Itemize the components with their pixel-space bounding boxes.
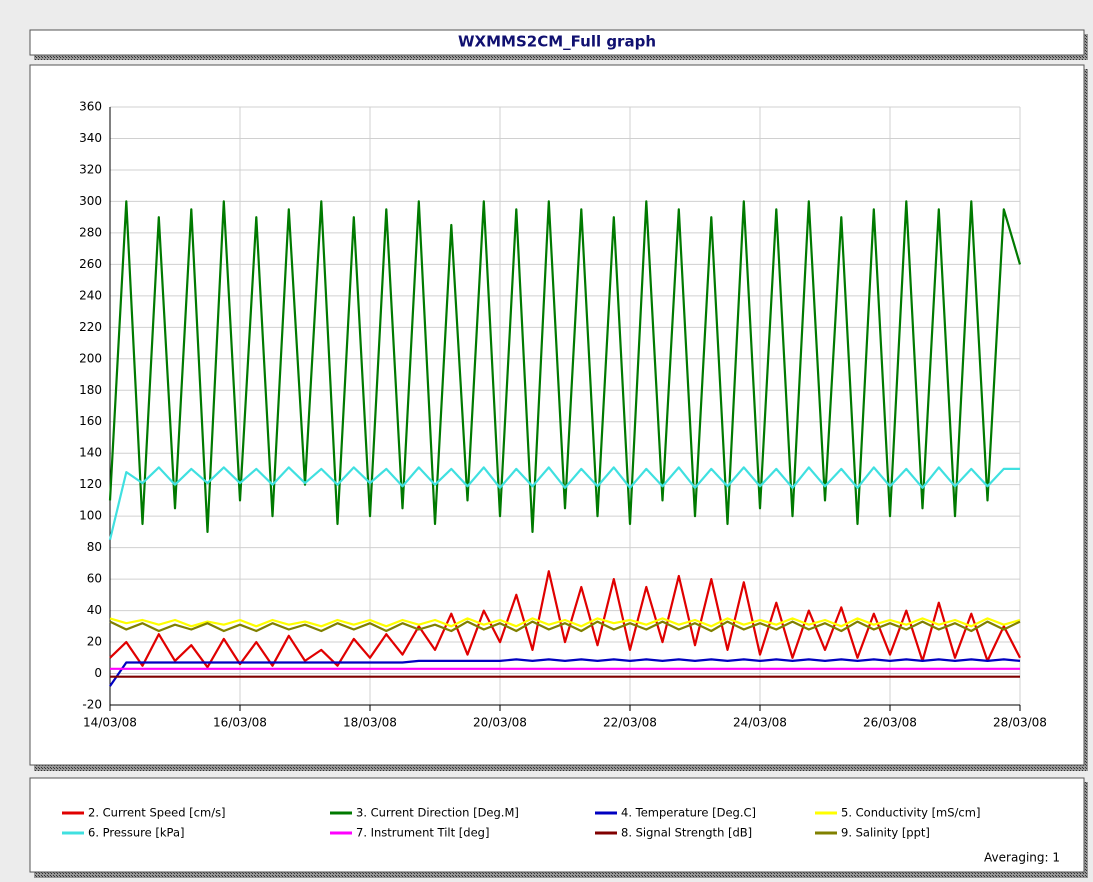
y-tick-label: 260 [79,257,102,271]
y-tick-label: 100 [79,509,102,523]
y-tick-label: -20 [82,698,102,712]
title-bar [29,29,1085,56]
y-tick-label: 220 [79,320,102,334]
legend-label: 7. Instrument Tilt [deg] [356,826,489,840]
y-tick-label: 320 [79,162,102,176]
series-line [109,617,1021,628]
y-tick-label: 160 [79,414,102,428]
series-line [108,200,1022,533]
y-tick-label: 300 [79,194,102,208]
y-tick-label: 140 [79,446,102,460]
y-tick-label: 340 [79,131,102,145]
y-tick-label: 200 [79,351,102,365]
y-tick-label: 360 [79,100,102,114]
y-tick-label: 20 [87,635,102,649]
legend-label: 3. Current Direction [Deg.M] [356,806,519,820]
series-line [109,570,1021,669]
x-tick-label: 14/03/08 [83,716,137,730]
x-tick-label: 22/03/08 [603,716,657,730]
y-tick-label: 120 [79,477,102,491]
x-tick-label: 28/03/08 [993,716,1047,730]
y-tick-label: 240 [79,288,102,302]
x-tick-label: 16/03/08 [213,716,267,730]
y-tick-label: 280 [79,225,102,239]
legend-label: 6. Pressure [kPa] [88,826,185,840]
legend-label: 4. Temperature [Deg.C] [621,806,756,820]
series-line [109,658,1021,687]
legend-label: 5. Conductivity [mS/cm] [841,806,980,820]
series-line [109,620,1021,633]
chart-title: WXMMS2CM_Full graph [458,33,656,51]
y-tick-label: 40 [87,603,102,617]
y-tick-label: 0 [94,666,102,680]
averaging-note: Averaging: 1 [984,851,1060,865]
x-tick-label: 18/03/08 [343,716,397,730]
legend-label: 9. Salinity [ppt] [841,826,930,840]
plot-panel [29,64,1085,766]
series-line [108,466,1020,541]
legend-box [29,777,1085,873]
x-tick-label: 24/03/08 [733,716,787,730]
y-tick-label: 180 [79,383,102,397]
y-tick-label: 80 [87,540,102,554]
y-tick-label: 60 [87,572,102,586]
x-tick-label: 26/03/08 [863,716,917,730]
legend-label: 2. Current Speed [cm/s] [88,806,226,820]
legend-label: 8. Signal Strength [dB] [621,826,752,840]
x-tick-label: 20/03/08 [473,716,527,730]
